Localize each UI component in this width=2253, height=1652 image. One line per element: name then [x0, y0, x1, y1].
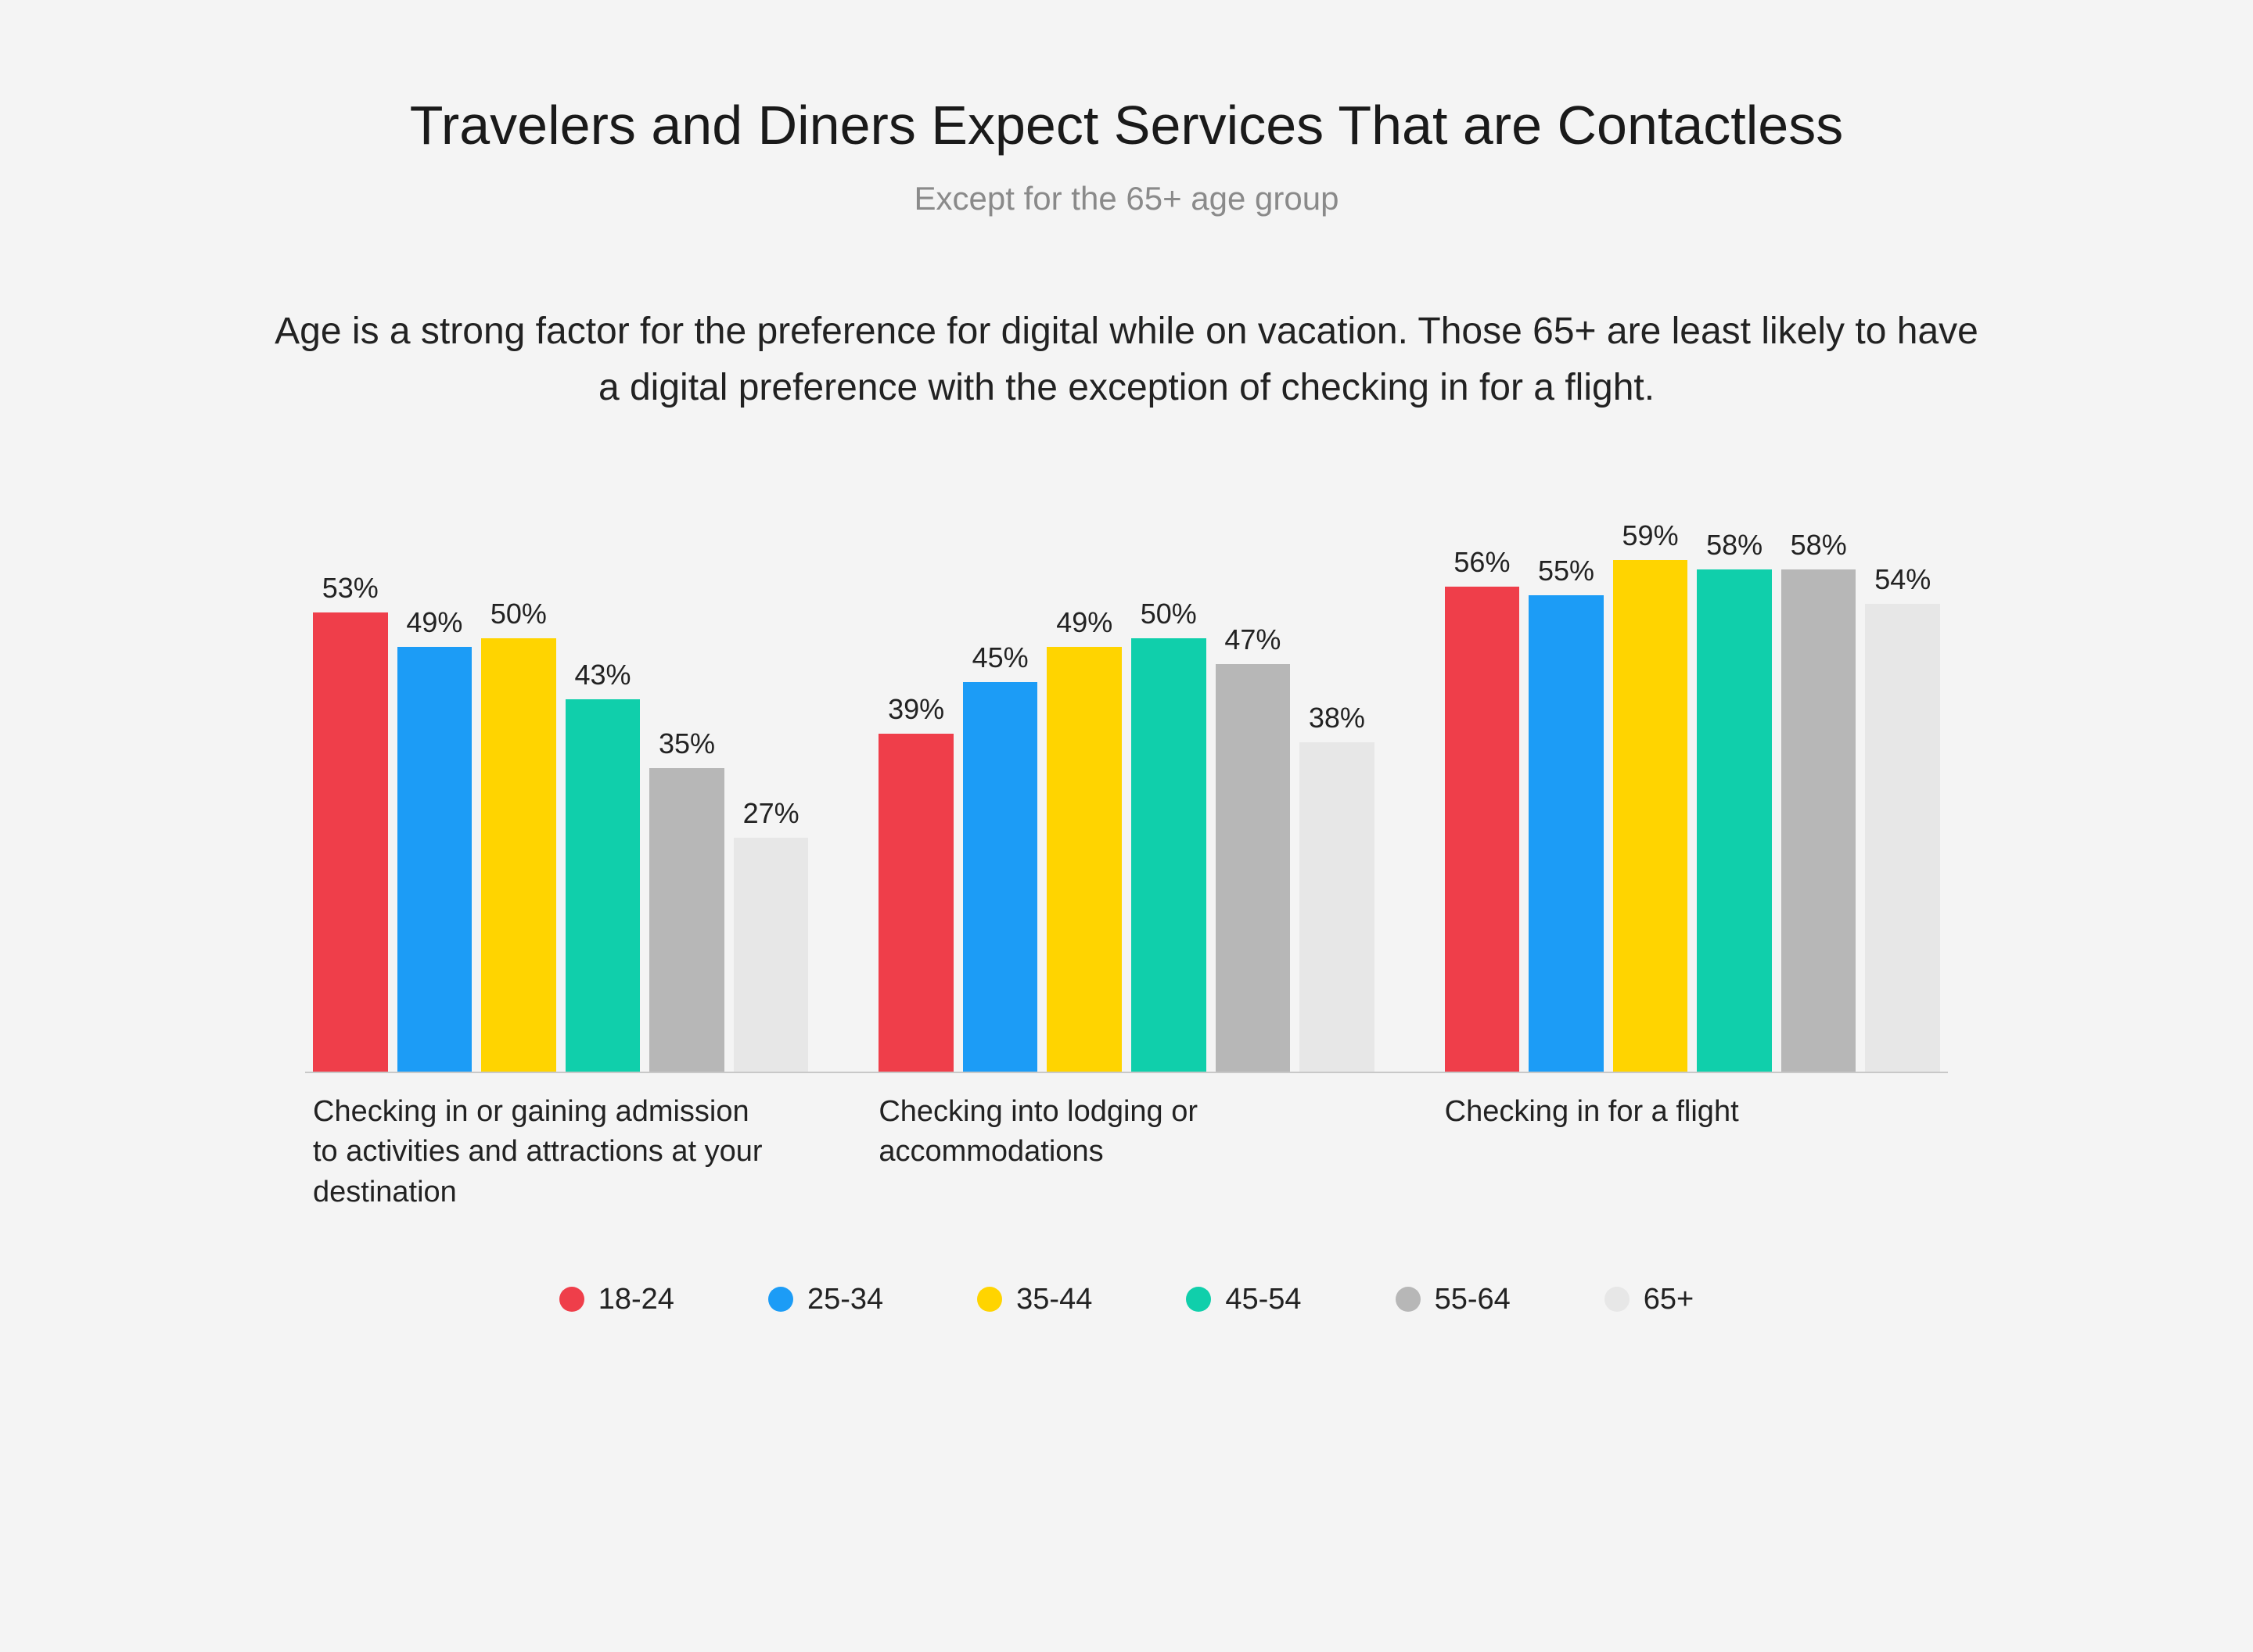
- bar-value-label: 27%: [743, 797, 800, 830]
- bar-wrap: 53%: [313, 572, 388, 1072]
- bar: [481, 638, 556, 1072]
- x-axis-label: Checking in for a flight: [1445, 1092, 1940, 1212]
- legend-label: 65+: [1644, 1283, 1694, 1316]
- bar-value-label: 43%: [574, 659, 631, 691]
- bar: [1613, 560, 1688, 1072]
- bar: [566, 699, 641, 1072]
- chart-x-labels: Checking in or gaining admission to acti…: [305, 1092, 1948, 1212]
- bar: [1529, 595, 1604, 1072]
- x-axis-label: Checking in or gaining admission to acti…: [313, 1092, 808, 1212]
- bar: [1697, 569, 1772, 1072]
- bar: [1216, 664, 1291, 1072]
- bar-value-label: 56%: [1453, 546, 1510, 579]
- bar: [1299, 742, 1374, 1072]
- bar-value-label: 59%: [1622, 519, 1679, 552]
- legend-swatch: [1604, 1287, 1630, 1312]
- chart-title: Travelers and Diners Expect Services Tha…: [141, 94, 2112, 156]
- bar-value-label: 39%: [888, 693, 944, 726]
- bar-value-label: 47%: [1224, 623, 1281, 656]
- bar-wrap: 45%: [963, 641, 1038, 1072]
- bar-value-label: 35%: [659, 727, 715, 760]
- legend-label: 18-24: [598, 1283, 674, 1316]
- legend-item: 55-64: [1396, 1283, 1511, 1316]
- bar: [1865, 604, 1940, 1072]
- x-axis-label: Checking into lodging or accommodations: [879, 1092, 1374, 1212]
- chart-legend: 18-24 25-34 35-44 45-54 55-64 65+: [305, 1283, 1948, 1316]
- legend-item: 25-34: [768, 1283, 883, 1316]
- bar-wrap: 58%: [1697, 529, 1772, 1072]
- bar-wrap: 39%: [879, 693, 954, 1072]
- bar-value-label: 50%: [1141, 598, 1197, 630]
- bar-wrap: 49%: [397, 606, 473, 1072]
- bar-value-label: 50%: [490, 598, 547, 630]
- bar-value-label: 45%: [972, 641, 1029, 674]
- bar-wrap: 49%: [1047, 606, 1122, 1072]
- bar: [734, 838, 809, 1072]
- bar-group: 39% 45% 49% 50% 47% 38%: [879, 598, 1374, 1072]
- bar: [1781, 569, 1856, 1072]
- legend-label: 45-54: [1225, 1283, 1301, 1316]
- legend-label: 35-44: [1016, 1283, 1092, 1316]
- bar: [649, 768, 724, 1072]
- legend-item: 18-24: [559, 1283, 674, 1316]
- legend-label: 25-34: [807, 1283, 883, 1316]
- bar-value-label: 58%: [1706, 529, 1763, 562]
- legend-item: 35-44: [977, 1283, 1092, 1316]
- bar: [879, 734, 954, 1072]
- legend-swatch: [1186, 1287, 1211, 1312]
- bar-value-label: 49%: [1056, 606, 1112, 639]
- chart-subtitle: Except for the 65+ age group: [141, 180, 2112, 217]
- bar: [963, 682, 1038, 1072]
- bar-wrap: 50%: [1131, 598, 1206, 1072]
- chart-container: 53%49%50%43%35%27%39%45%49%50%47%38%56%5…: [305, 510, 1948, 1316]
- bar-value-label: 49%: [406, 606, 462, 639]
- legend-item: 45-54: [1186, 1283, 1301, 1316]
- bar-wrap: 27%: [734, 797, 809, 1072]
- legend-swatch: [768, 1287, 793, 1312]
- bar-wrap: 56%: [1445, 546, 1520, 1072]
- bar-wrap: 47%: [1216, 623, 1291, 1072]
- bar-value-label: 53%: [322, 572, 379, 605]
- legend-swatch: [977, 1287, 1002, 1312]
- bar: [397, 647, 473, 1072]
- bar-wrap: 54%: [1865, 563, 1940, 1072]
- chart-description: Age is a strong factor for the preferenc…: [266, 303, 1987, 416]
- bar-value-label: 58%: [1791, 529, 1847, 562]
- bar-value-label: 54%: [1874, 563, 1931, 596]
- bar-group: 56% 55% 59% 58% 58% 54%: [1445, 519, 1940, 1072]
- legend-label: 55-64: [1435, 1283, 1511, 1316]
- bar: [1131, 638, 1206, 1072]
- bar-wrap: 50%: [481, 598, 556, 1072]
- bar-wrap: 35%: [649, 727, 724, 1072]
- bar-wrap: 38%: [1299, 702, 1374, 1072]
- bar-wrap: 55%: [1529, 555, 1604, 1072]
- legend-item: 65+: [1604, 1283, 1694, 1316]
- bar: [1047, 647, 1122, 1072]
- bar-wrap: 58%: [1781, 529, 1856, 1072]
- bar-value-label: 38%: [1309, 702, 1365, 734]
- chart-plot-area: 53%49%50%43%35%27%39%45%49%50%47%38%56%5…: [305, 510, 1948, 1073]
- bar: [313, 612, 388, 1072]
- bar-value-label: 55%: [1538, 555, 1594, 587]
- bar-wrap: 43%: [566, 659, 641, 1072]
- legend-swatch: [1396, 1287, 1421, 1312]
- legend-swatch: [559, 1287, 584, 1312]
- bar-group: 53% 49% 50% 43% 35% 27%: [313, 572, 808, 1072]
- bar: [1445, 587, 1520, 1072]
- bar-wrap: 59%: [1613, 519, 1688, 1072]
